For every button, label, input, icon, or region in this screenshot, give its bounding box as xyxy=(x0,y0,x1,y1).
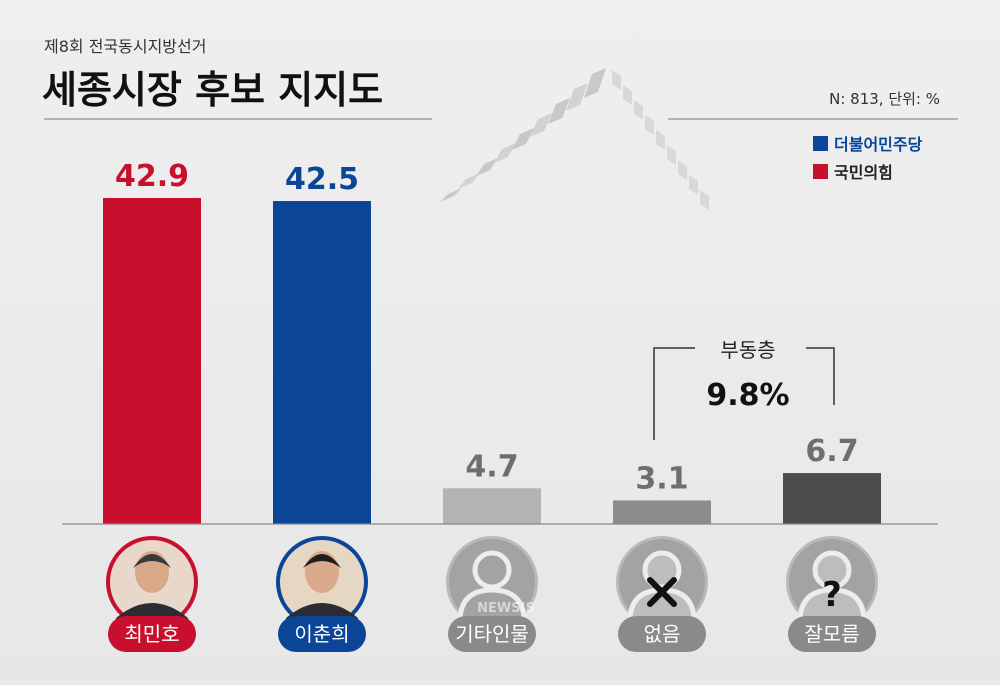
avatars-layer: 최민호 이춘희 기타인물 없음? 잘모름 xyxy=(106,536,878,652)
value-labels-layer: 42.9 42.5 4.7 3.1 6.7 xyxy=(115,159,859,496)
person-body-icon xyxy=(457,587,527,619)
emblem-slat xyxy=(656,130,665,150)
sample-note: N: 813, 단위: % xyxy=(829,90,940,108)
emblem-slat xyxy=(645,115,654,135)
category-label-1: 최민호 xyxy=(124,622,179,646)
name-badge xyxy=(448,616,536,652)
category-3: 기타인물 xyxy=(446,536,538,652)
bar-1 xyxy=(103,198,201,524)
building-emblem-icon xyxy=(440,68,709,210)
category-2: 이춘희 xyxy=(276,536,368,652)
category-label-4: 없음 xyxy=(644,622,681,646)
emblem-slat xyxy=(494,143,516,163)
name-badge xyxy=(278,616,366,652)
name-badge xyxy=(618,616,706,652)
bar-4 xyxy=(613,500,711,524)
hair-icon xyxy=(133,554,171,568)
person-head-icon xyxy=(642,550,682,590)
watermark: NEWSIS xyxy=(477,601,535,616)
value-label-1: 42.9 xyxy=(115,159,189,194)
legend-label-democratic: 더불어민주당 xyxy=(834,135,923,154)
emblem-slat xyxy=(584,68,606,98)
emblem-slat xyxy=(512,128,534,150)
emblem-slat xyxy=(634,100,643,120)
chart-title: 세종시장 후보 지지도 xyxy=(42,68,383,112)
legend-swatch-ppp xyxy=(813,164,828,179)
undecided-bracket: 부동층 9.8% xyxy=(653,338,835,440)
person-head-icon xyxy=(472,550,512,590)
category-5: ? 잘모름 xyxy=(786,536,878,652)
name-badge xyxy=(788,616,876,652)
legend-label-ppp: 국민의힘 xyxy=(834,163,893,182)
emblem-slat xyxy=(678,160,687,180)
emblem-slat xyxy=(700,190,709,210)
hair-icon xyxy=(303,554,341,568)
emblem-slat xyxy=(667,145,676,165)
chart-overline: 제8회 전국동시지방선거 xyxy=(44,37,206,56)
category-label-5: 잘모름 xyxy=(804,622,859,646)
emblem-slat xyxy=(458,173,480,189)
person-body-icon xyxy=(797,587,867,619)
category-label-2: 이춘희 xyxy=(294,622,349,646)
emblem-slat xyxy=(548,98,570,124)
bar-3 xyxy=(443,488,541,524)
bracket-left-line xyxy=(653,347,695,440)
category-1: 최민호 xyxy=(106,536,198,652)
value-label-5: 6.7 xyxy=(805,434,858,469)
emblem-slat xyxy=(476,158,498,176)
person-head-icon xyxy=(812,550,852,590)
legend: 더불어민주당 국민의힘 xyxy=(813,135,923,182)
category-label-3: 기타인물 xyxy=(455,622,529,646)
emblem-slat xyxy=(566,83,588,111)
question-icon: ? xyxy=(822,575,842,615)
value-label-3: 4.7 xyxy=(465,449,518,484)
bar-5 xyxy=(783,473,881,524)
emblem-slat xyxy=(440,188,462,202)
x-icon xyxy=(647,577,677,607)
bar-2 xyxy=(273,201,371,525)
legend-swatch-democratic xyxy=(813,136,828,151)
emblem-slat xyxy=(623,85,632,105)
emblem-slat xyxy=(689,175,698,195)
category-4: 없음 xyxy=(616,536,708,652)
bracket-right-line xyxy=(806,347,835,405)
value-label-4: 3.1 xyxy=(635,461,688,496)
emblem-slat xyxy=(612,70,621,90)
value-label-2: 42.5 xyxy=(285,162,359,197)
bracket-value: 9.8% xyxy=(706,378,789,413)
emblem-slat xyxy=(530,113,552,137)
bracket-label: 부동층 xyxy=(720,338,775,362)
bars-layer xyxy=(103,198,881,525)
name-badge xyxy=(108,616,196,652)
